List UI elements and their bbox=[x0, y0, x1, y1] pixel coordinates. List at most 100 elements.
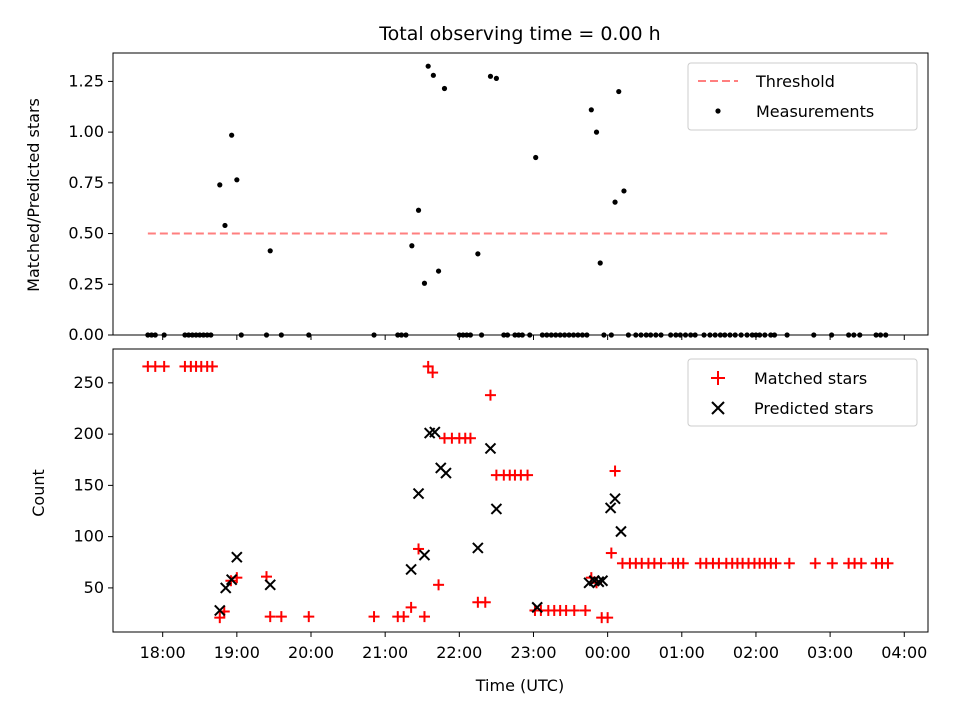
predicted-star-marker bbox=[531, 601, 543, 614]
matched-star-marker bbox=[770, 557, 782, 569]
matched-star-marker bbox=[579, 604, 591, 616]
matched-star-marker bbox=[418, 611, 430, 623]
measurement-point bbox=[435, 268, 442, 274]
predicted-star-marker bbox=[596, 575, 609, 587]
matched-star-marker bbox=[677, 557, 689, 569]
x-tick-label: 01:00 bbox=[659, 643, 705, 662]
x-tick-label: 18:00 bbox=[140, 643, 186, 662]
matched-star-marker bbox=[855, 557, 867, 569]
predicted-star-marker bbox=[418, 549, 431, 561]
matched-star-marker bbox=[882, 557, 894, 569]
x-tick-label: 03:00 bbox=[807, 643, 853, 662]
measurement-point bbox=[415, 207, 422, 213]
matched-star-marker bbox=[464, 432, 476, 444]
measurement-point bbox=[425, 63, 431, 69]
matched-star-marker bbox=[783, 557, 795, 569]
legend-matched-label: Matched stars bbox=[754, 369, 867, 388]
matched-star-marker bbox=[809, 557, 821, 569]
legend-measurements-swatch bbox=[715, 108, 721, 114]
bottom-y-tick-label: 100 bbox=[73, 527, 104, 546]
matched-star-marker bbox=[602, 612, 614, 624]
x-tick-label: 19:00 bbox=[214, 643, 260, 662]
bottom-y-tick-label: 250 bbox=[73, 373, 104, 392]
x-tick-label: 02:00 bbox=[733, 643, 779, 662]
predicted-star-marker bbox=[264, 579, 276, 591]
bottom-y-tick-label: 150 bbox=[73, 475, 104, 494]
matched-star-marker bbox=[568, 604, 580, 616]
measurement-point bbox=[487, 73, 494, 79]
measurement-point bbox=[234, 177, 240, 183]
top-y-tick-label: 0.00 bbox=[68, 325, 104, 344]
top-y-tick-label: 0.50 bbox=[68, 224, 104, 243]
predicted-star-marker bbox=[214, 604, 226, 617]
measurement-point bbox=[441, 85, 448, 92]
x-tick-label: 23:00 bbox=[510, 643, 556, 662]
measurement-point bbox=[616, 88, 622, 95]
matched-star-marker bbox=[275, 611, 287, 623]
measurement-point bbox=[229, 132, 235, 138]
x-tick-label: 20:00 bbox=[288, 643, 334, 662]
legend-threshold-label: Threshold bbox=[755, 72, 835, 91]
bottom-y-tick-label: 50 bbox=[84, 578, 104, 597]
measurement-point bbox=[588, 107, 594, 113]
measurement-point bbox=[217, 182, 223, 188]
predicted-star-marker bbox=[440, 467, 452, 479]
measurement-point bbox=[475, 251, 481, 257]
predicted-star-marker bbox=[604, 502, 617, 514]
predicted-star-marker bbox=[490, 503, 503, 515]
matched-star-marker bbox=[158, 360, 170, 372]
bottom-legend-frame bbox=[687, 358, 918, 427]
bottom-legend: Matched stars Predicted stars bbox=[687, 358, 918, 427]
matched-star-marker bbox=[303, 611, 315, 623]
top-y-tick-label: 0.25 bbox=[68, 274, 104, 293]
matched-star-marker bbox=[427, 367, 439, 379]
measurement-point bbox=[421, 280, 428, 286]
matched-star-marker bbox=[368, 611, 380, 623]
x-axis-label: Time (UTC) bbox=[475, 676, 564, 695]
measurement-point bbox=[409, 243, 415, 249]
predicted-star-marker bbox=[615, 525, 627, 538]
matched-star-marker bbox=[206, 360, 218, 372]
matched-star-marker bbox=[826, 557, 838, 569]
matched-star-marker bbox=[413, 543, 425, 555]
predicted-star-marker bbox=[472, 542, 484, 554]
predicted-star-marker bbox=[220, 582, 232, 594]
top-legend: Threshold Measurements bbox=[687, 62, 918, 131]
predicted-star-marker bbox=[429, 426, 441, 438]
matched-star-marker bbox=[405, 601, 417, 613]
legend-predicted-label: Predicted stars bbox=[754, 399, 874, 418]
predicted-star-marker bbox=[412, 487, 425, 500]
predicted-star-marker bbox=[231, 551, 243, 563]
predicted-star-marker bbox=[609, 492, 621, 505]
bottom-axes-frame bbox=[112, 348, 929, 633]
matched-star-marker bbox=[433, 579, 445, 591]
top-y-tick-label: 1.25 bbox=[68, 71, 104, 90]
matched-star-marker bbox=[484, 389, 496, 401]
matched-star-marker bbox=[214, 612, 226, 624]
matched-star-marker bbox=[605, 547, 617, 559]
measurement-point bbox=[222, 222, 228, 229]
measurement-point bbox=[430, 72, 436, 78]
x-tick-label: 04:00 bbox=[881, 643, 927, 662]
x-tick-label: 22:00 bbox=[436, 643, 482, 662]
matched-star-marker bbox=[609, 465, 621, 477]
top-y-tick-label: 1.00 bbox=[68, 122, 104, 141]
predicted-star-marker bbox=[593, 576, 605, 588]
top-axes-frame bbox=[112, 52, 929, 336]
measurement-point bbox=[493, 75, 499, 81]
x-tick-label: 21:00 bbox=[362, 643, 408, 662]
legend-measurements-label: Measurements bbox=[756, 102, 874, 121]
measurement-point bbox=[533, 154, 539, 161]
predicted-star-marker bbox=[225, 573, 238, 586]
matched-star-marker bbox=[264, 611, 276, 623]
matched-star-marker bbox=[522, 469, 534, 481]
measurement-point bbox=[267, 248, 273, 254]
legend-matched-swatch bbox=[711, 371, 725, 385]
matched-star-marker bbox=[422, 360, 434, 372]
chart-title: Total observing time = 0.00 h bbox=[378, 23, 660, 45]
bottom-y-axis-label: Count bbox=[29, 469, 48, 517]
legend-predicted-swatch bbox=[711, 401, 725, 415]
top-y-tick-label: 0.75 bbox=[68, 173, 104, 192]
measurement-point bbox=[612, 199, 618, 205]
